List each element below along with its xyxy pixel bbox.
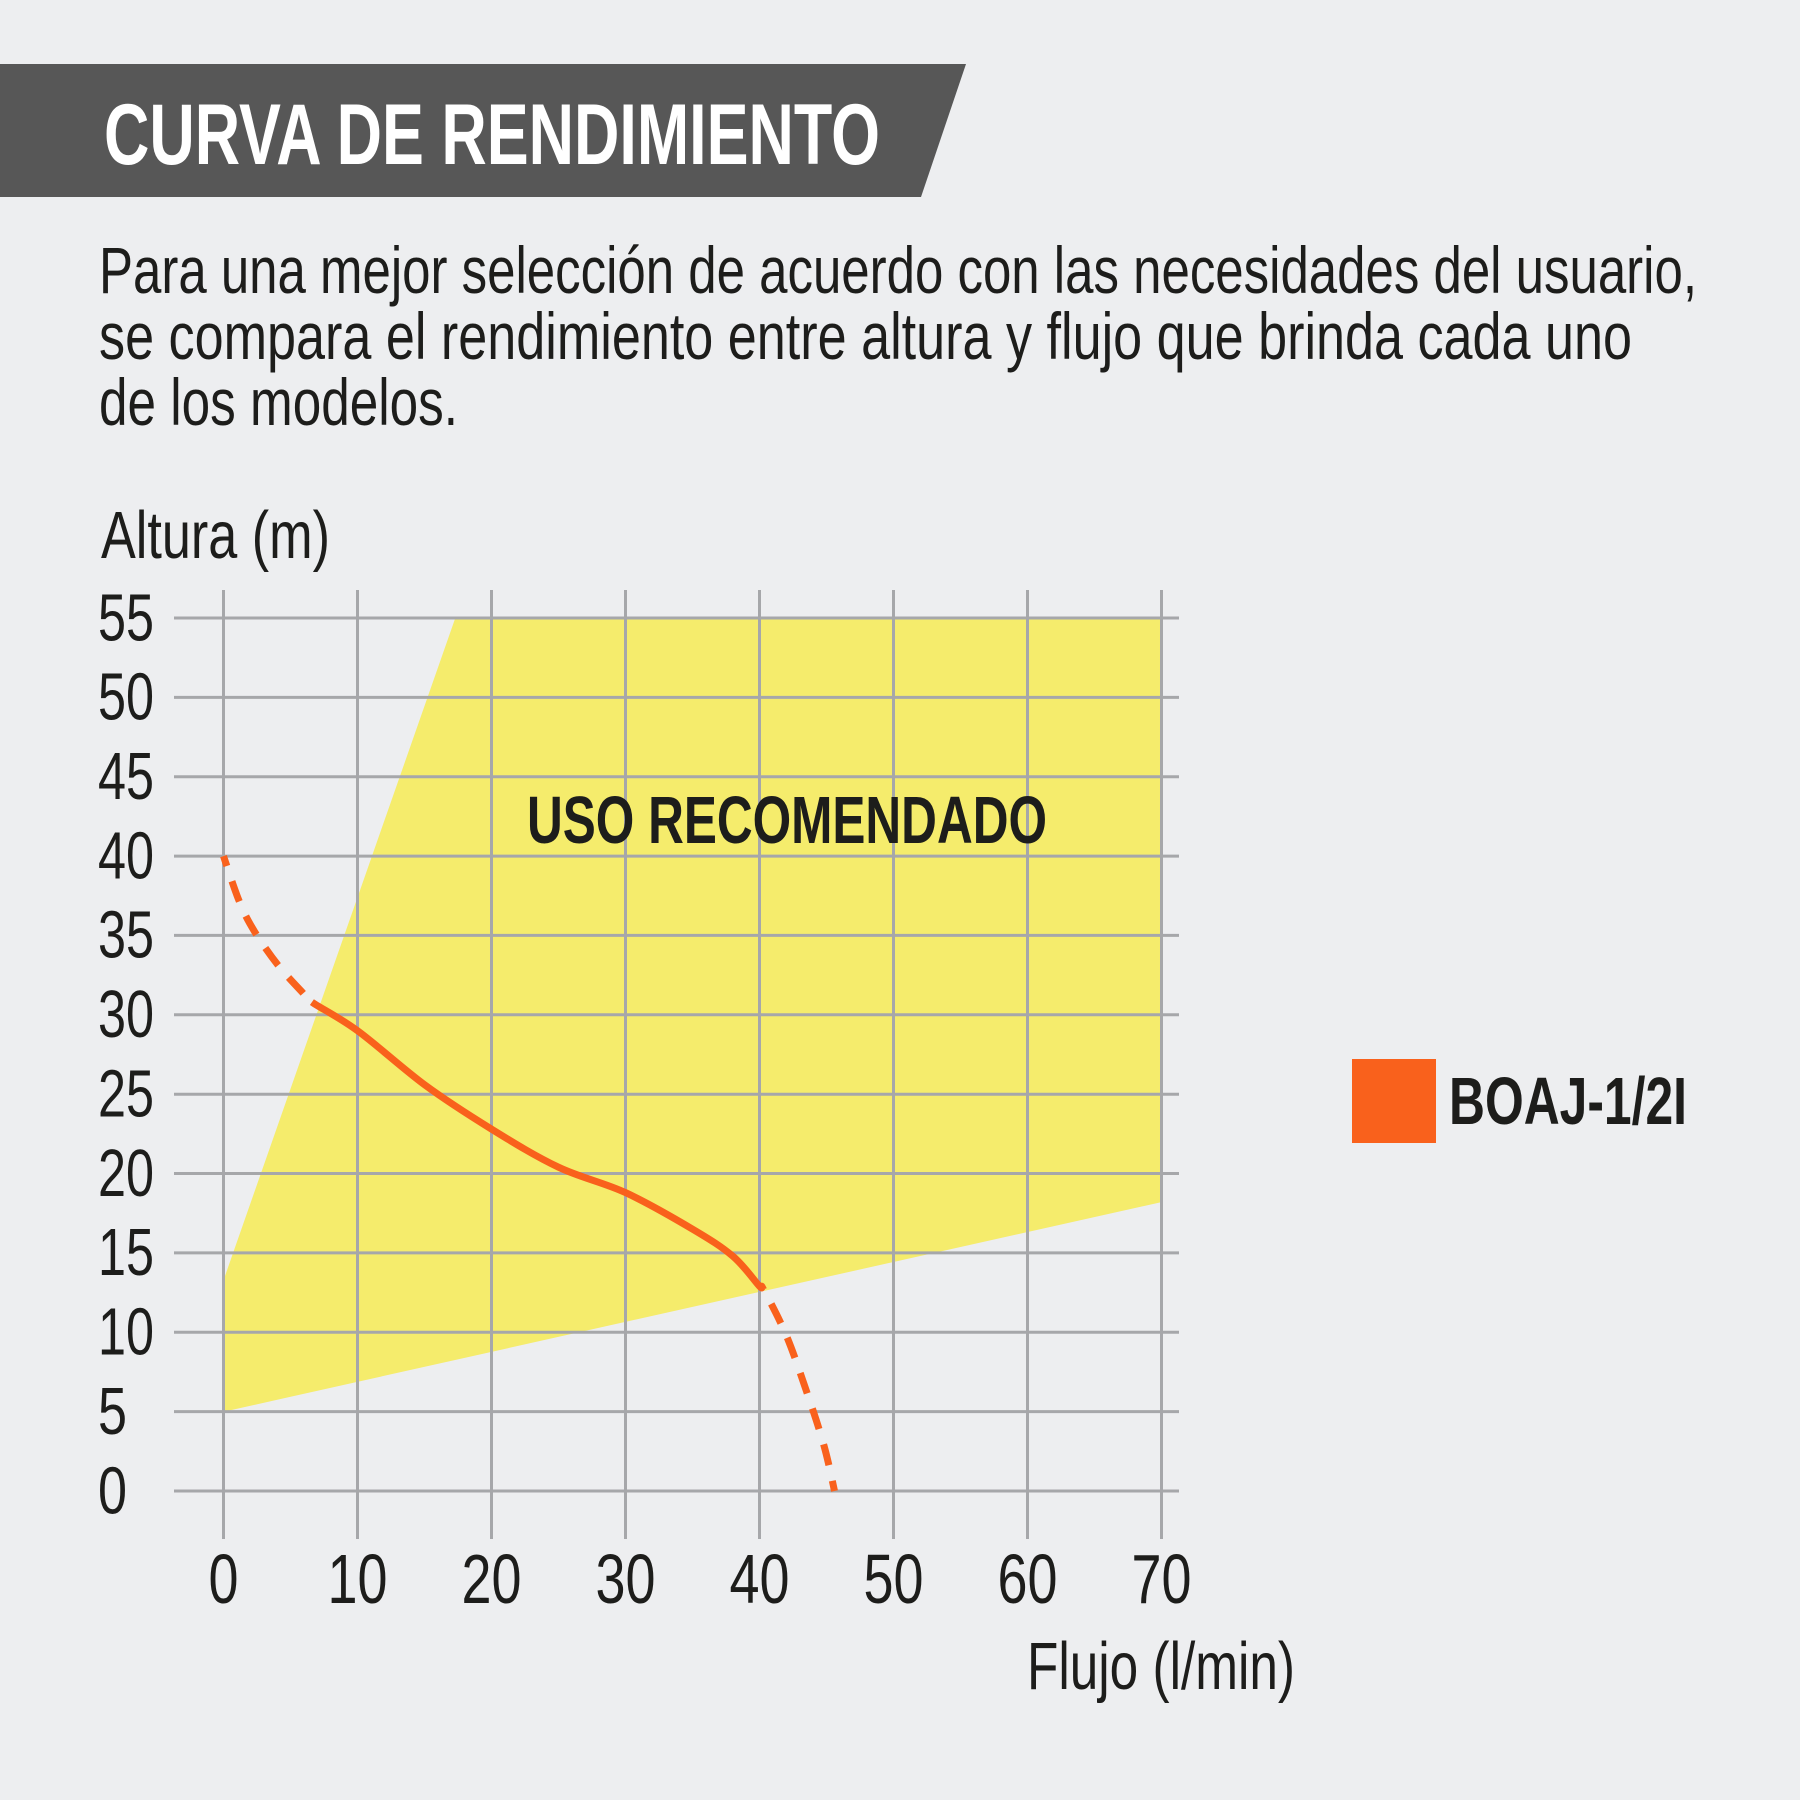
svg-text:0: 0	[209, 1540, 239, 1618]
svg-text:10: 10	[328, 1540, 388, 1618]
svg-text:BOAJ-1/2I: BOAJ-1/2I	[1449, 1064, 1687, 1139]
svg-text:USO RECOMENDADO: USO RECOMENDADO	[527, 783, 1047, 858]
svg-text:70: 70	[1132, 1540, 1192, 1618]
svg-text:40: 40	[98, 818, 154, 893]
svg-text:25: 25	[98, 1057, 154, 1132]
svg-text:10: 10	[98, 1295, 154, 1370]
svg-text:Flujo (l/min): Flujo (l/min)	[1027, 1629, 1295, 1704]
svg-text:30: 30	[98, 977, 154, 1052]
svg-text:de los modelos.: de los modelos.	[99, 365, 458, 439]
svg-text:20: 20	[98, 1136, 154, 1211]
svg-text:5: 5	[98, 1374, 127, 1449]
svg-text:50: 50	[98, 660, 154, 735]
svg-text:40: 40	[730, 1540, 790, 1618]
svg-text:30: 30	[596, 1540, 656, 1618]
svg-text:20: 20	[462, 1540, 522, 1618]
svg-text:55: 55	[98, 580, 154, 655]
svg-text:50: 50	[864, 1540, 924, 1618]
svg-text:0: 0	[98, 1453, 127, 1528]
svg-text:CURVA DE RENDIMIENTO: CURVA DE RENDIMIENTO	[104, 87, 880, 183]
svg-text:60: 60	[998, 1540, 1058, 1618]
svg-text:se compara el rendimiento entr: se compara el rendimiento entre altura y…	[99, 299, 1632, 373]
svg-text:15: 15	[98, 1215, 154, 1290]
svg-text:45: 45	[98, 739, 154, 814]
svg-text:35: 35	[98, 898, 154, 973]
svg-text:Para una mejor selección de ac: Para una mejor selección de acuerdo con …	[99, 233, 1697, 307]
svg-text:Altura (m): Altura (m)	[101, 498, 330, 573]
